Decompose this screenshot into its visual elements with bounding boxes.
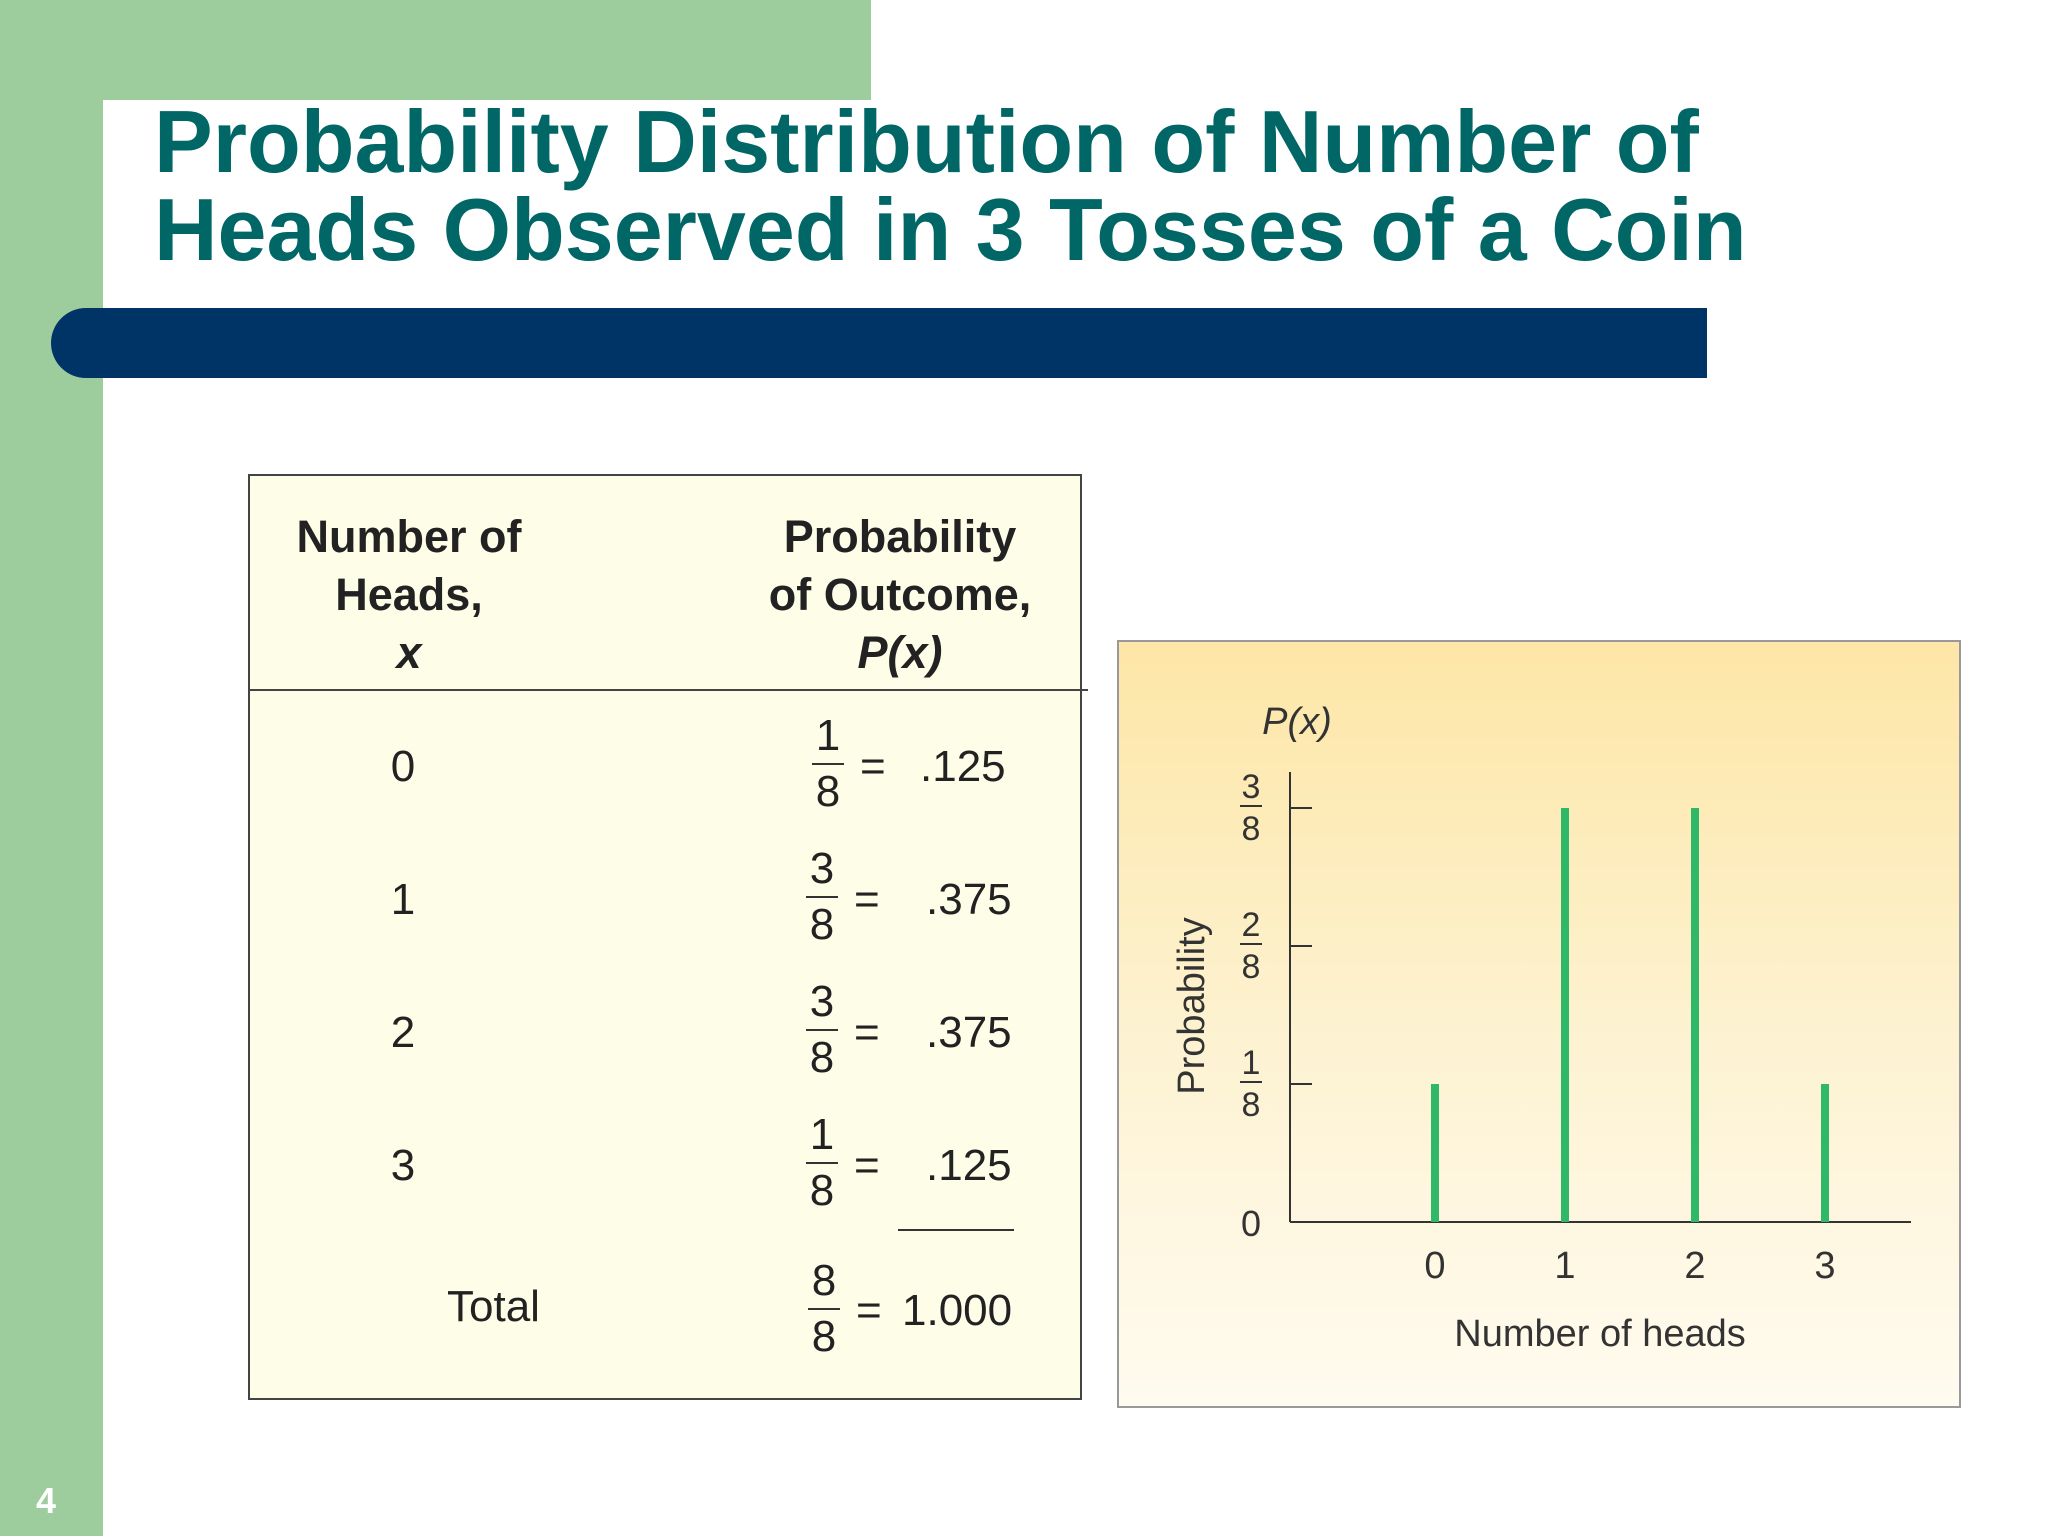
total-label: Total xyxy=(447,1282,540,1331)
x-tick-label-0: 0 xyxy=(1424,1245,1445,1287)
total-eq: = xyxy=(856,1286,882,1335)
y-tick-den-1: 8 xyxy=(1242,1086,1261,1124)
x-tick-label-3: 3 xyxy=(1814,1245,1835,1287)
row-3-num: 1 xyxy=(809,1110,835,1159)
slide-number: 4 xyxy=(36,1480,57,1521)
title-underline-bar xyxy=(51,308,1707,378)
header-x-line2: Heads, xyxy=(335,569,483,620)
sum-underline xyxy=(898,1229,1014,1231)
total-dec: 1.000 xyxy=(902,1286,1013,1335)
y-tick-label-0: 0 xyxy=(1241,1203,1261,1244)
row-1-den: 8 xyxy=(809,900,835,949)
y-tick-num-3: 3 xyxy=(1242,768,1261,806)
row-2-dec: .375 xyxy=(926,1008,1012,1057)
row-2-num: 3 xyxy=(809,977,835,1026)
header-x-line1: Number of xyxy=(296,511,522,562)
row-2-den: 8 xyxy=(809,1033,835,1082)
y-axis-label: Probability xyxy=(1171,917,1213,1094)
row-0-x: 0 xyxy=(390,742,416,791)
row-1-x: 1 xyxy=(390,875,416,924)
row-3-x: 3 xyxy=(390,1141,416,1190)
y-tick-den-3: 8 xyxy=(1242,810,1261,848)
row-1-dec: .375 xyxy=(926,875,1012,924)
chart-marks: 0 1 8 2 8 3 8 0 1 2 3 xyxy=(1240,768,1836,1287)
header-x-line3: x xyxy=(396,627,422,678)
top-decor-band xyxy=(0,0,871,100)
total-num: 8 xyxy=(811,1256,837,1305)
y-tick-den-2: 8 xyxy=(1242,948,1261,986)
y-top-label: P(x) xyxy=(1262,701,1332,743)
row-1-num: 3 xyxy=(809,844,835,893)
row-3-dec: .125 xyxy=(926,1141,1012,1190)
x-tick-label-2: 2 xyxy=(1684,1245,1705,1287)
title-line-1: Probability Distribution of Number of xyxy=(154,92,1699,191)
total-den: 8 xyxy=(811,1312,837,1361)
row-0-den: 8 xyxy=(815,767,841,816)
row-3-eq: = xyxy=(854,1141,880,1190)
probability-table: Number of Heads, x Probability of Outcom… xyxy=(248,474,1088,1400)
header-divider xyxy=(250,689,1088,691)
left-decor-band xyxy=(0,0,103,1536)
row-1-eq: = xyxy=(854,875,880,924)
y-tick-num-1: 1 xyxy=(1242,1044,1261,1082)
row-0-eq: = xyxy=(860,742,886,791)
row-3-den: 8 xyxy=(809,1166,835,1215)
header-p-line1: Probability xyxy=(783,511,1017,562)
row-2-x: 2 xyxy=(390,1008,416,1057)
row-2-eq: = xyxy=(854,1008,880,1057)
probability-chart: P(x) Probability Number of heads 0 1 8 2 8 3 8… xyxy=(1171,701,1911,1355)
header-number-of-heads: Number of Heads, x xyxy=(250,508,568,682)
header-p-line2: of Outcome, xyxy=(768,569,1032,620)
x-axis-label: Number of heads xyxy=(1454,1313,1746,1355)
x-tick-label-1: 1 xyxy=(1554,1245,1575,1287)
row-0-num: 1 xyxy=(815,711,841,760)
y-tick-num-2: 2 xyxy=(1242,906,1261,944)
row-0-dec: .125 xyxy=(920,742,1006,791)
header-probability: Probability of Outcome, P(x) xyxy=(750,508,1050,682)
header-p-line3: P(x) xyxy=(857,627,943,678)
probability-chart-panel: P(x) Probability Number of heads 0 1 8 2 8 3 8… xyxy=(1117,640,1961,1408)
title-line-2: Heads Observed in 3 Tosses of a Coin xyxy=(154,180,1747,279)
slide-title: Probability Distribution of Number of He… xyxy=(154,98,1854,274)
